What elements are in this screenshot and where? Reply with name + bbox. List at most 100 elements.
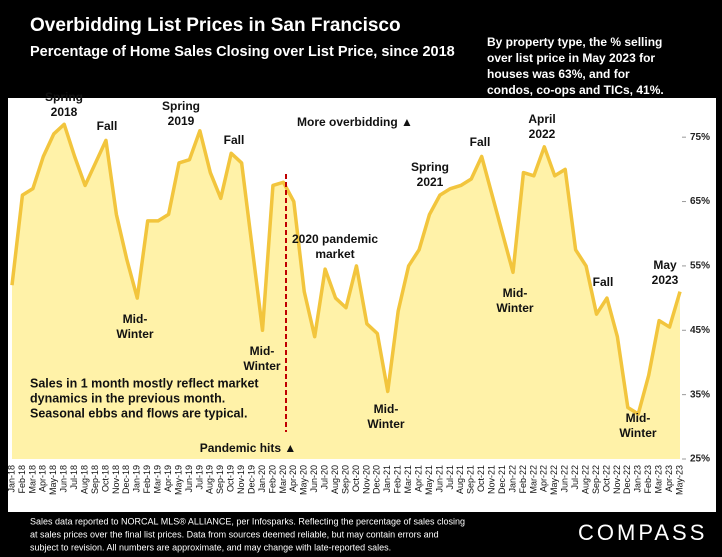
x-tick-label: Mar-21 (403, 465, 413, 494)
x-tick-label: Oct-18 (100, 465, 110, 492)
x-tick-label: Feb-21 (393, 465, 403, 494)
x-tick-label: May-20 (299, 465, 309, 495)
annotation: market (315, 247, 354, 261)
x-tick-label: Mar-23 (654, 465, 664, 494)
annotation: Spring (411, 160, 449, 174)
x-tick-label: May-18 (48, 465, 58, 495)
note: Sales in 1 month mostly reflect market (30, 376, 259, 390)
x-tick-label: Jul-22 (570, 465, 580, 490)
annotation: Fall (224, 133, 245, 147)
footer: at sales prices over the final list pric… (30, 529, 439, 539)
x-tick-label: Feb-20 (267, 465, 277, 494)
annotation: 2019 (168, 114, 195, 128)
x-tick-label: Dec-22 (622, 465, 632, 494)
annotation: Mid- (123, 312, 148, 326)
side-note: condos, co-ops and TICs, 41%. (487, 83, 664, 97)
x-tick-label: Sep-21 (466, 465, 476, 494)
x-tick-label: Feb-18 (17, 465, 27, 494)
chart-subtitle: Percentage of Home Sales Closing over Li… (30, 44, 455, 60)
y-tick-label: 35% (690, 389, 710, 400)
x-tick-label: Jan-20 (257, 465, 267, 493)
annotation: Winter (116, 327, 154, 341)
x-tick-label: Mar-22 (528, 465, 538, 494)
annotation: 2023 (652, 273, 679, 287)
annotation: Winter (243, 359, 281, 373)
chart-title: Overbidding List Prices in San Francisco (30, 15, 401, 36)
x-tick-label: Aug-20 (330, 465, 340, 494)
annotation: Spring (162, 99, 200, 113)
annotation: April (528, 112, 555, 126)
x-tick-label: May-21 (424, 465, 434, 495)
footer: Sales data reported to NORCAL MLS® ALLIA… (30, 516, 465, 526)
x-tick-label: Jan-19 (132, 465, 142, 493)
x-tick-label: Nov-21 (487, 465, 497, 494)
x-tick-label: Apr-23 (664, 465, 674, 492)
x-tick-label: Oct-21 (476, 465, 486, 492)
x-tick-label: Dec-21 (497, 465, 507, 494)
x-tick-label: Sep-18 (90, 465, 100, 494)
x-tick-label: Jun-18 (59, 465, 69, 493)
annotation: Mid- (503, 286, 528, 300)
y-tick-label: 45% (690, 325, 710, 336)
x-tick-label: Jun-20 (309, 465, 319, 493)
x-tick-label: Jan-21 (382, 465, 392, 493)
x-tick-label: Nov-19 (236, 465, 246, 494)
x-tick-label: Oct-22 (601, 465, 611, 492)
x-tick-label: Nov-18 (111, 465, 121, 494)
brand: COMPASS (578, 520, 707, 545)
x-tick-label: Dec-19 (246, 465, 256, 494)
x-tick-label: Sep-20 (340, 465, 350, 494)
annotation: 2018 (51, 105, 78, 119)
x-tick-label: Feb-22 (518, 465, 528, 494)
x-tick-label: Oct-20 (351, 465, 361, 492)
x-tick-label: Apr-21 (413, 465, 423, 492)
x-tick-label: May-23 (674, 465, 684, 495)
x-tick-label: Nov-22 (612, 465, 622, 494)
x-tick-label: Aug-22 (580, 465, 590, 494)
x-tick-label: May-22 (549, 465, 559, 495)
x-tick-label: Apr-19 (163, 465, 173, 492)
annotation: 2022 (529, 127, 556, 141)
annotation: Pandemic hits ▲ (200, 441, 297, 455)
annotation: 2020 pandemic (292, 232, 378, 246)
annotation: 2021 (417, 175, 444, 189)
y-tick-label: 55% (690, 261, 710, 272)
annotation: Mid- (626, 411, 651, 425)
area (12, 124, 680, 460)
annotation: May (653, 258, 677, 272)
x-tick-label: Jul-20 (320, 465, 330, 490)
annotation: Fall (593, 275, 614, 289)
x-tick-label: Apr-22 (539, 465, 549, 492)
x-tick-label: Oct-19 (226, 465, 236, 492)
x-tick-label: Jan-18 (6, 465, 16, 493)
x-tick-label: Mar-20 (278, 465, 288, 494)
x-tick-label: Jun-22 (560, 465, 570, 493)
x-tick-label: Aug-19 (205, 465, 215, 494)
x-tick-label: Feb-19 (142, 465, 152, 494)
x-tick-label: Sep-19 (215, 465, 225, 494)
x-tick-label: Dec-20 (372, 465, 382, 494)
note: dynamics in the previous month. (30, 391, 225, 405)
x-tick-label: Jul-21 (445, 465, 455, 490)
annotation: Spring (45, 90, 83, 104)
x-tick-label: Jan-22 (507, 465, 517, 493)
annotation: Winter (619, 426, 657, 440)
line (10, 122, 682, 416)
x-tick-label: Aug-18 (79, 465, 89, 494)
x-tick-label: Nov-20 (361, 465, 371, 494)
annotation: Winter (367, 417, 405, 431)
side-note: over list price in May 2023 for (487, 51, 655, 65)
side-note: houses was 63%, and for (487, 67, 630, 81)
x-tick-label: Jul-18 (69, 465, 79, 490)
annotation: More overbidding ▲ (297, 115, 413, 129)
x-tick-label: Feb-23 (643, 465, 653, 494)
x-tick-label: Jun-19 (184, 465, 194, 493)
x-tick-label: Aug-21 (455, 465, 465, 494)
y-tick-label: 65% (690, 196, 710, 207)
x-tick-label: May-19 (173, 465, 183, 495)
x-tick-label: Jun-21 (434, 465, 444, 493)
annotation: Fall (97, 119, 118, 133)
x-tick-label: Mar-19 (153, 465, 163, 494)
x-tick-label: Apr-18 (38, 465, 48, 492)
